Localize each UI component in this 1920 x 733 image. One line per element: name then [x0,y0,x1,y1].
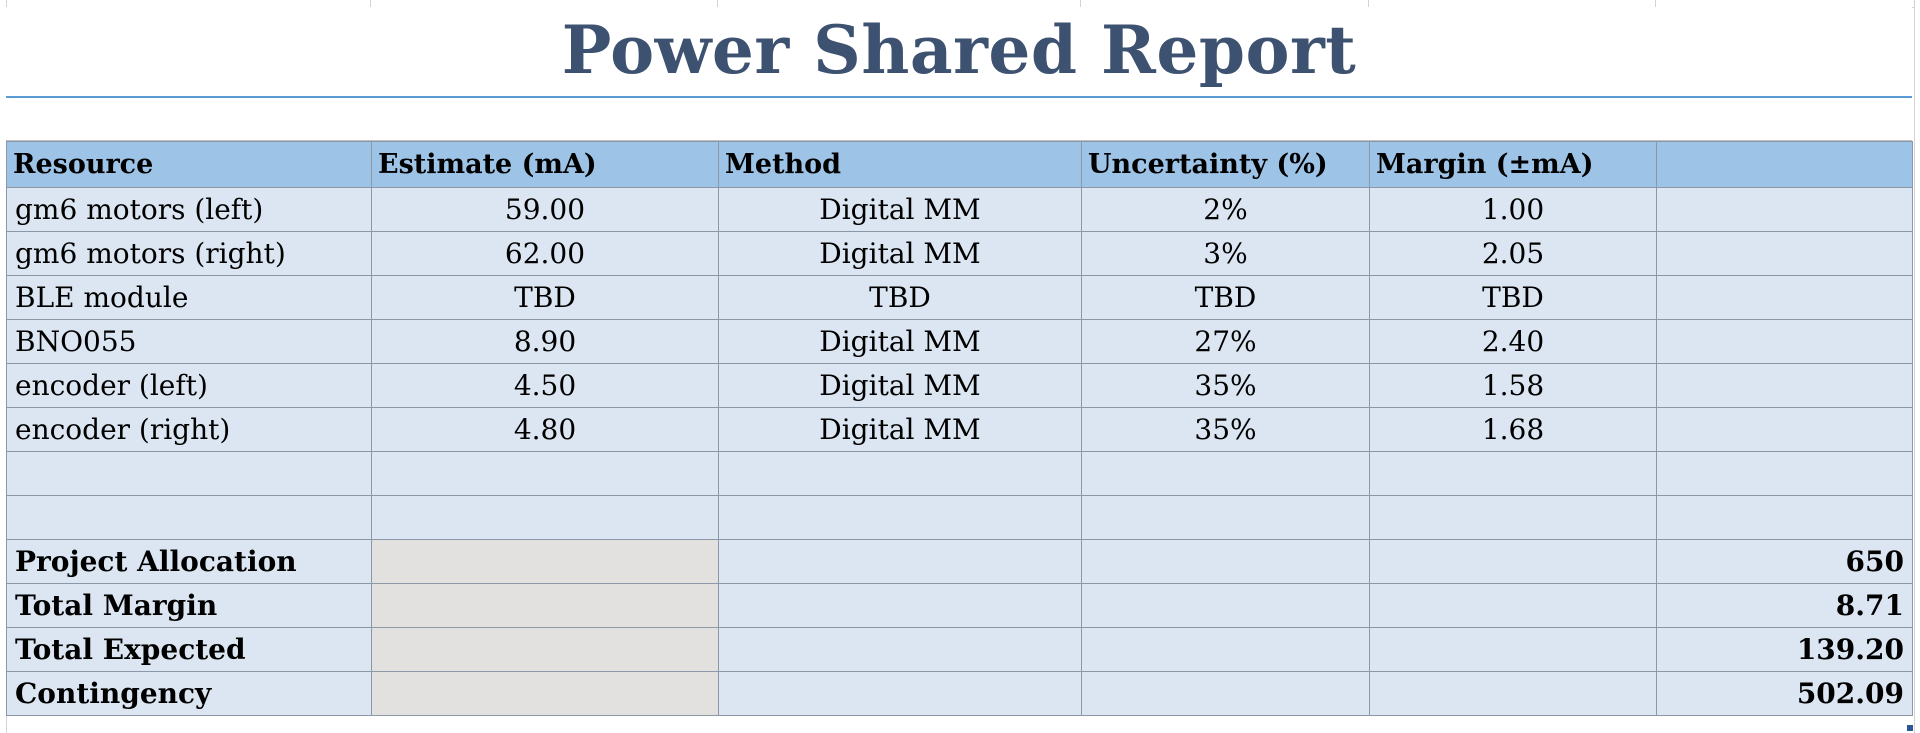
cell-method[interactable] [718,495,1082,540]
cell-uncertainty[interactable] [1081,451,1370,496]
cell-estimate[interactable]: 8.90 [371,319,719,364]
cell-uncertainty[interactable]: TBD [1081,275,1370,320]
cell-estimate[interactable] [371,451,719,496]
summary-value-contingency[interactable]: 502.09 [1656,671,1913,716]
report-title: Power Shared Report [561,10,1357,89]
summary-empty-cell[interactable] [1081,627,1370,672]
cell-resource[interactable] [6,495,372,540]
cell-resource[interactable]: BNO055 [6,319,372,364]
cell-uncertainty[interactable]: 3% [1081,231,1370,276]
summary-label-contingency[interactable]: Contingency [6,671,372,716]
title-cell[interactable]: Power Shared Report [6,7,1912,98]
cell-method[interactable]: Digital MM [718,407,1082,452]
cell-uncertainty[interactable]: 2% [1081,187,1370,232]
table-row: gm6 motors (right) 62.00 Digital MM 3% 2… [6,231,1913,276]
summary-label-total-expected[interactable]: Total Expected [6,627,372,672]
cell-extra[interactable] [1656,319,1913,364]
summary-empty-cell[interactable] [1369,671,1657,716]
cell-resource[interactable]: encoder (right) [6,407,372,452]
summary-row: Total Expected 139.20 [6,627,1913,672]
header-empty[interactable] [1656,141,1913,188]
summary-empty-cell[interactable] [718,627,1082,672]
cell-resource[interactable]: encoder (left) [6,363,372,408]
summary-label-project-allocation[interactable]: Project Allocation [6,539,372,584]
cell-method[interactable]: TBD [718,275,1082,320]
cell-resource[interactable] [6,451,372,496]
cell-extra[interactable] [1656,275,1913,320]
cell-resource[interactable]: gm6 motors (left) [6,187,372,232]
cell-margin[interactable]: 2.05 [1369,231,1657,276]
cell-margin[interactable]: 1.58 [1369,363,1657,408]
summary-row: Total Margin 8.71 [6,583,1913,628]
summary-label-total-margin[interactable]: Total Margin [6,583,372,628]
cell-estimate[interactable] [371,495,719,540]
cell-resource[interactable]: gm6 motors (right) [6,231,372,276]
cell-uncertainty[interactable]: 35% [1081,407,1370,452]
table-row: BLE module TBD TBD TBD TBD [6,275,1913,320]
summary-empty-cell[interactable] [371,627,719,672]
cell-extra[interactable] [1656,231,1913,276]
header-uncertainty[interactable]: Uncertainty (%) [1081,141,1370,188]
cell-uncertainty[interactable] [1081,495,1370,540]
summary-row: Contingency 502.09 [6,671,1913,716]
cell-estimate[interactable]: TBD [371,275,719,320]
header-method[interactable]: Method [718,141,1082,188]
summary-empty-cell[interactable] [718,539,1082,584]
summary-empty-cell[interactable] [371,583,719,628]
cell-estimate[interactable]: 59.00 [371,187,719,232]
header-resource[interactable]: Resource [6,141,372,188]
cell-margin[interactable]: 1.68 [1369,407,1657,452]
summary-empty-cell[interactable] [1081,539,1370,584]
cell-extra[interactable] [1656,451,1913,496]
table-row-empty [6,495,1913,540]
cell-method[interactable]: Digital MM [718,363,1082,408]
empty-row[interactable] [6,98,1912,141]
summary-value-project-allocation[interactable]: 650 [1656,539,1913,584]
summary-empty-cell[interactable] [1369,539,1657,584]
header-estimate[interactable]: Estimate (mA) [371,141,719,188]
cell-estimate[interactable]: 4.80 [371,407,719,452]
cell-method[interactable] [718,451,1082,496]
table-row: encoder (left) 4.50 Digital MM 35% 1.58 [6,363,1913,408]
cell-method[interactable]: Digital MM [718,231,1082,276]
cell-extra[interactable] [1656,407,1913,452]
cell-uncertainty[interactable]: 35% [1081,363,1370,408]
summary-empty-cell[interactable] [718,671,1082,716]
table-row: encoder (right) 4.80 Digital MM 35% 1.68 [6,407,1913,452]
cell-margin[interactable]: 2.40 [1369,319,1657,364]
cell-method[interactable]: Digital MM [718,319,1082,364]
summary-empty-cell[interactable] [1369,627,1657,672]
summary-empty-cell[interactable] [1081,671,1370,716]
right-grid-edge [1914,0,1920,733]
selection-fill-handle[interactable] [1907,725,1913,731]
summary-value-total-margin[interactable]: 8.71 [1656,583,1913,628]
cell-resource[interactable]: BLE module [6,275,372,320]
cell-estimate[interactable]: 62.00 [371,231,719,276]
cell-extra[interactable] [1656,363,1913,408]
cell-margin[interactable]: TBD [1369,275,1657,320]
cell-margin[interactable]: 1.00 [1369,187,1657,232]
summary-empty-cell[interactable] [371,671,719,716]
power-report-table: Resource Estimate (mA) Method Uncertaint… [6,141,1913,716]
summary-empty-cell[interactable] [371,539,719,584]
summary-empty-cell[interactable] [718,583,1082,628]
cell-method[interactable]: Digital MM [718,187,1082,232]
summary-row: Project Allocation 650 [6,539,1913,584]
cell-uncertainty[interactable]: 27% [1081,319,1370,364]
table-row-empty [6,451,1913,496]
table-row: gm6 motors (left) 59.00 Digital MM 2% 1.… [6,187,1913,232]
summary-value-total-expected[interactable]: 139.20 [1656,627,1913,672]
table-row: BNO055 8.90 Digital MM 27% 2.40 [6,319,1913,364]
cell-extra[interactable] [1656,495,1913,540]
header-row: Resource Estimate (mA) Method Uncertaint… [6,141,1913,188]
cell-margin[interactable] [1369,451,1657,496]
cell-estimate[interactable]: 4.50 [371,363,719,408]
cell-margin[interactable] [1369,495,1657,540]
summary-empty-cell[interactable] [1369,583,1657,628]
header-margin[interactable]: Margin (±mA) [1369,141,1657,188]
cell-extra[interactable] [1656,187,1913,232]
summary-empty-cell[interactable] [1081,583,1370,628]
